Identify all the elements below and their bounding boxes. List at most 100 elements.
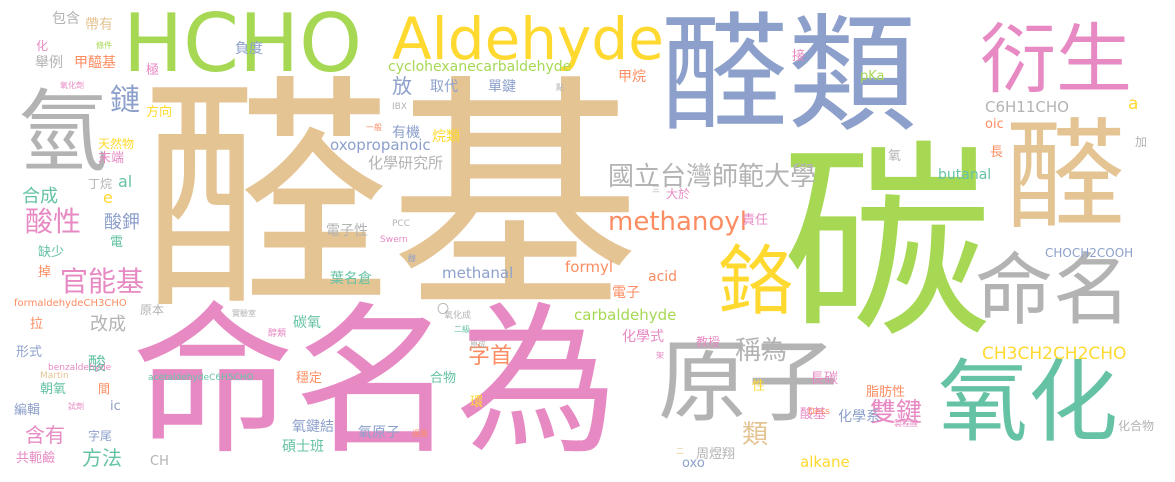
word: 穩定	[296, 371, 323, 386]
word: 三	[652, 185, 660, 194]
word: 缺少	[38, 245, 65, 260]
word: 碳氧	[293, 315, 321, 331]
word: formyl	[565, 258, 614, 276]
word: 拉	[30, 317, 44, 332]
word: 有機	[392, 125, 420, 141]
word: 碩士班	[282, 439, 324, 455]
word: 改成	[90, 314, 126, 335]
word: 酸鉀	[104, 212, 140, 233]
word: 一般	[366, 123, 382, 132]
word: 原成	[470, 340, 486, 349]
word: 甲醯基	[74, 55, 116, 71]
word: 包含	[52, 11, 80, 27]
word: 間	[98, 382, 111, 396]
word: 共軛鹼	[16, 451, 56, 466]
word: al	[118, 172, 133, 191]
word: 字尾	[88, 429, 113, 443]
word: acid	[648, 269, 678, 285]
word: CHOCH2COOH	[1045, 246, 1134, 260]
word: Dess	[808, 407, 830, 417]
word: 酸	[88, 354, 106, 375]
word: butanal	[938, 167, 992, 183]
word: 編輯	[14, 403, 41, 418]
word: 合物	[430, 371, 457, 386]
word: oxopropanoic	[330, 136, 431, 154]
word: formaldehydeCH3CHO	[14, 298, 127, 309]
word: 二	[676, 447, 684, 456]
word: 醛類	[660, 1, 917, 150]
word: 製程醛	[894, 419, 918, 428]
word: alkane	[800, 453, 850, 471]
word: acetaldehydeC6H5CHO	[148, 373, 254, 383]
word: 醇類	[268, 329, 287, 339]
word: 性	[752, 379, 766, 394]
word: 電	[110, 235, 124, 250]
word: 國立台灣師範大學	[608, 162, 817, 192]
word: 架	[656, 351, 664, 360]
word: 掉	[38, 265, 52, 280]
word: CH	[150, 454, 169, 469]
word: 命名為	[132, 289, 618, 477]
word: 原本	[140, 303, 165, 317]
word: 甲烷	[618, 69, 646, 85]
word: 稱為	[735, 336, 788, 366]
word: 極	[146, 63, 160, 78]
word: 帶有	[85, 17, 113, 33]
word: 天然物	[98, 137, 135, 151]
word: 教授	[696, 335, 721, 349]
word: 過量	[412, 429, 428, 438]
word: methanal	[442, 264, 514, 282]
word: 原子	[658, 330, 838, 435]
word: pKa	[860, 69, 885, 84]
word: 命名	[975, 246, 1132, 336]
word: 接	[792, 49, 806, 64]
word: 氧化成	[444, 311, 472, 321]
word: 電子	[612, 285, 640, 301]
word: 負度	[235, 41, 263, 57]
word: 化學研究所	[368, 154, 444, 172]
word: 含有	[25, 423, 65, 447]
word: 舉例	[35, 55, 63, 71]
word: C6H11CHO	[985, 98, 1069, 116]
word: 化	[36, 39, 49, 53]
word: ic	[110, 399, 121, 414]
word: 醛	[1005, 108, 1125, 247]
word: methanoyl	[608, 207, 747, 237]
word: 點	[556, 83, 564, 92]
word: 試劑	[68, 402, 84, 411]
word: 氧化劑	[60, 81, 84, 90]
word: 化合物	[1118, 419, 1155, 433]
word: 周煜翔	[696, 447, 736, 462]
word: Martin	[40, 371, 69, 381]
word: 長	[990, 145, 1004, 160]
word: 氧原子	[358, 425, 400, 441]
word: oxo	[682, 456, 705, 471]
word: 化學式	[622, 329, 664, 345]
word: oic	[985, 117, 1004, 132]
word: 碳	[782, 122, 993, 367]
word: CH3CH2CH2CHO	[982, 344, 1127, 364]
word: 醇	[408, 254, 416, 263]
word: HCHO	[123, 0, 363, 90]
word: 二級	[454, 325, 470, 334]
word: 鏈	[110, 83, 140, 118]
word: 醛基	[140, 54, 640, 345]
word: 形式	[16, 345, 43, 360]
word: 方法	[82, 446, 122, 470]
word: 末端	[98, 151, 125, 166]
word: 類	[742, 420, 769, 450]
word: 氧	[888, 149, 902, 164]
word: carbaldehyde	[574, 306, 677, 324]
word: 取代	[430, 79, 458, 95]
word: 氫	[18, 80, 108, 185]
word: 烷類	[432, 129, 460, 145]
word: 大於	[666, 187, 691, 201]
word: 氧化	[938, 350, 1118, 455]
word: cyclohexanecarbaldehyde	[388, 59, 572, 75]
word: 字首	[468, 344, 513, 369]
word: 合成	[22, 186, 58, 207]
word: 朝氧	[40, 382, 67, 397]
word: 官能基	[60, 265, 145, 298]
word: 雙鍵	[870, 398, 923, 428]
word: IBX	[392, 102, 407, 112]
